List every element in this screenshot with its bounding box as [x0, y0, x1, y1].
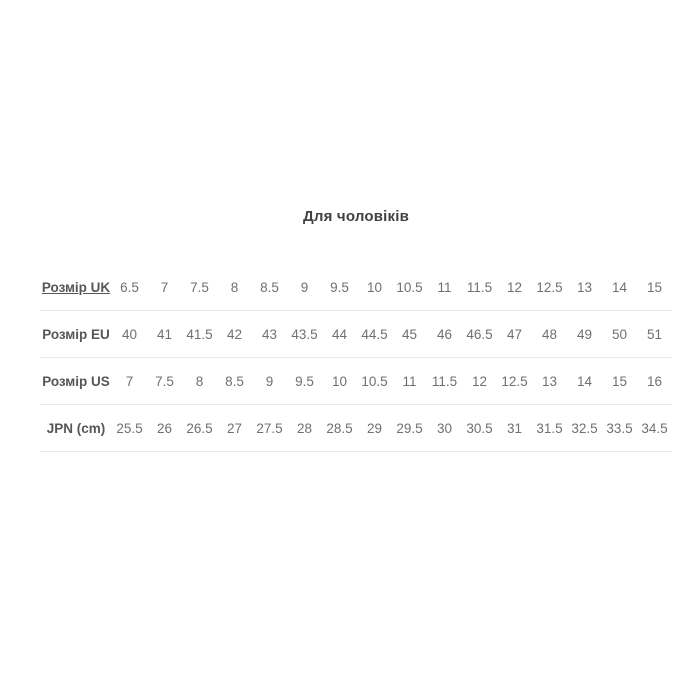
- size-cell-us: 14: [567, 357, 602, 405]
- table-row-uk: Розмір UK 6.5 7 7.5 8 8.5 9 9.5 10 10.5 11 11.5 12 12…: [40, 264, 672, 311]
- size-cell-jpn: 34.5: [637, 404, 672, 452]
- size-cell-jpn: 30.5: [462, 404, 497, 452]
- size-cell-uk: 12.5: [532, 264, 567, 311]
- size-cell-uk: 15: [637, 264, 672, 311]
- size-cell-uk: 9.5: [322, 264, 357, 311]
- table-row-us: Розмір US 7 7.5 8 8.5 9 9.5 10 10.5 11 11.5 12 12.5 1…: [40, 357, 672, 405]
- size-cell-uk: 7.5: [182, 264, 217, 311]
- size-cell-uk: 8: [217, 264, 252, 311]
- size-cell-jpn: 28.5: [322, 404, 357, 452]
- row-label-jpn: JPN (cm): [40, 404, 112, 452]
- size-cell-eu: 40: [112, 310, 147, 358]
- size-cell-uk: 10: [357, 264, 392, 311]
- size-cell-us: 11.5: [427, 357, 462, 405]
- size-cell-eu: 51: [637, 310, 672, 358]
- size-cell-uk: 14: [602, 264, 637, 311]
- size-cell-jpn: 32.5: [567, 404, 602, 452]
- size-cell-us: 8.5: [217, 357, 252, 405]
- table-row-eu: Розмір EU 40 41 41.5 42 43 43.5 44 44.5 45 46 46.5 4…: [40, 310, 672, 358]
- size-cell-eu: 45: [392, 310, 427, 358]
- size-cell-jpn: 26.5: [182, 404, 217, 452]
- size-cell-eu: 42: [217, 310, 252, 358]
- size-cell-uk: 6.5: [112, 264, 147, 311]
- size-cell-jpn: 31: [497, 404, 532, 452]
- size-cell-uk: 8.5: [252, 264, 287, 311]
- size-cell-jpn: 27.5: [252, 404, 287, 452]
- size-cell-uk: 9: [287, 264, 322, 311]
- row-label-uk: Розмір UK: [40, 264, 112, 311]
- size-cell-jpn: 33.5: [602, 404, 637, 452]
- size-cell-jpn: 30: [427, 404, 462, 452]
- size-cell-jpn: 27: [217, 404, 252, 452]
- size-cell-us: 16: [637, 357, 672, 405]
- size-cell-eu: 41: [147, 310, 182, 358]
- row-label-eu: Розмір EU: [40, 310, 112, 358]
- size-cell-eu: 50: [602, 310, 637, 358]
- size-cell-us: 9: [252, 357, 287, 405]
- size-cell-uk: 11.5: [462, 264, 497, 311]
- row-label-link-uk[interactable]: Розмір UK: [41, 279, 111, 295]
- size-cell-us: 12.5: [497, 357, 532, 405]
- size-cell-eu: 43: [252, 310, 287, 358]
- size-cell-eu: 44.5: [357, 310, 392, 358]
- size-cell-us: 12: [462, 357, 497, 405]
- size-cell-us: 7.5: [147, 357, 182, 405]
- size-chart-table: Розмір UK 6.5 7 7.5 8 8.5 9 9.5 10 10.5 11 11.5 12 12…: [40, 264, 672, 452]
- size-cell-us: 9.5: [287, 357, 322, 405]
- size-cell-uk: 10.5: [392, 264, 427, 311]
- size-cell-jpn: 25.5: [112, 404, 147, 452]
- page-title: Для чоловіків: [302, 208, 409, 225]
- size-cell-eu: 46.5: [462, 310, 497, 358]
- size-cell-uk: 7: [147, 264, 182, 311]
- size-cell-us: 8: [182, 357, 217, 405]
- size-cell-us: 11: [392, 357, 427, 405]
- size-cell-jpn: 31.5: [532, 404, 567, 452]
- size-cell-us: 13: [532, 357, 567, 405]
- size-cell-uk: 11: [427, 264, 462, 311]
- size-cell-uk: 12: [497, 264, 532, 311]
- size-cell-jpn: 26: [147, 404, 182, 452]
- table-row-jpn: JPN (cm) 25.5 26 26.5 27 27.5 28 28.5 29 29.5 30 30…: [40, 404, 672, 452]
- size-cell-eu: 48: [532, 310, 567, 358]
- size-cell-eu: 41.5: [182, 310, 217, 358]
- row-label-us: Розмір US: [40, 357, 112, 405]
- size-cell-eu: 43.5: [287, 310, 322, 358]
- size-cell-us: 10.5: [357, 357, 392, 405]
- size-cell-uk: 13: [567, 264, 602, 311]
- size-cell-jpn: 28: [287, 404, 322, 452]
- size-cell-eu: 47: [497, 310, 532, 358]
- size-cell-jpn: 29.5: [392, 404, 427, 452]
- size-cell-jpn: 29: [357, 404, 392, 452]
- size-cell-us: 10: [322, 357, 357, 405]
- size-cell-eu: 49: [567, 310, 602, 358]
- size-cell-us: 7: [112, 357, 147, 405]
- size-cell-eu: 46: [427, 310, 462, 358]
- size-cell-eu: 44: [322, 310, 357, 358]
- size-cell-us: 15: [602, 357, 637, 405]
